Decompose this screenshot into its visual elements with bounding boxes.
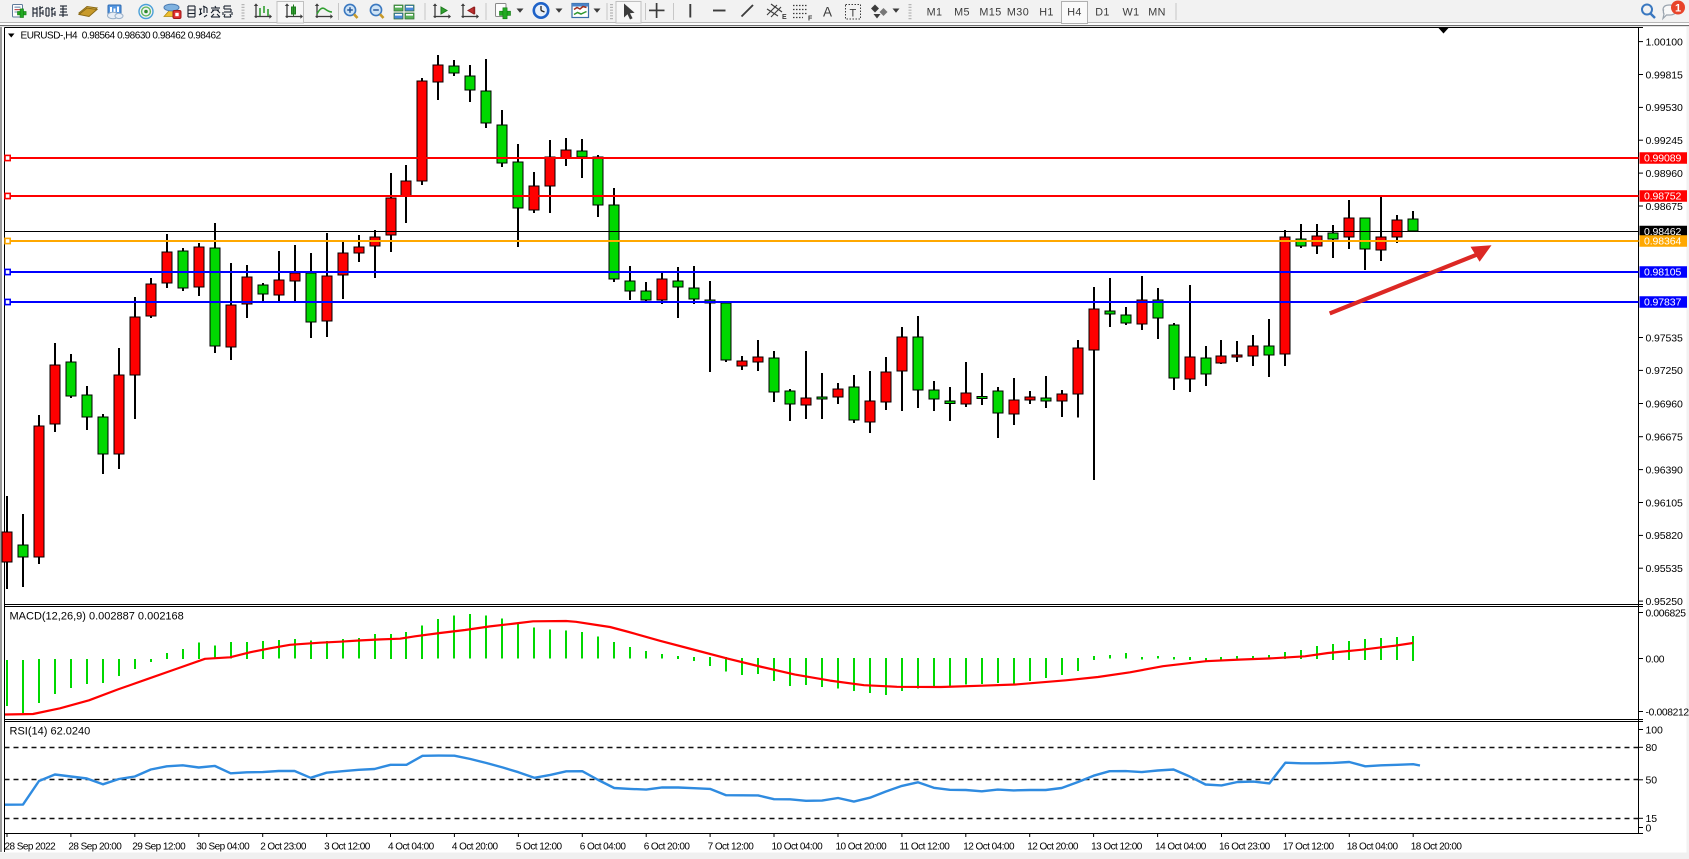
svg-text:0.98105: 0.98105 [1644, 267, 1682, 279]
svg-text:0.99089: 0.99089 [1644, 153, 1682, 165]
svg-text:4 Oct 20:00: 4 Oct 20:00 [452, 842, 499, 853]
svg-text:29 Sep 12:00: 29 Sep 12:00 [132, 842, 186, 853]
svg-text:H1: H1 [1039, 7, 1054, 19]
svg-text:3 Oct 12:00: 3 Oct 12:00 [324, 842, 371, 853]
svg-text:6 Oct 20:00: 6 Oct 20:00 [644, 842, 691, 853]
svg-text:0: 0 [1646, 822, 1652, 834]
svg-text:4 Oct 04:00: 4 Oct 04:00 [388, 842, 435, 853]
svg-text:10 Oct 20:00: 10 Oct 20:00 [836, 842, 888, 853]
svg-text:100: 100 [1646, 724, 1663, 736]
svg-text:6 Oct 04:00: 6 Oct 04:00 [580, 842, 627, 853]
svg-text:30 Sep 04:00: 30 Sep 04:00 [196, 842, 250, 853]
svg-text:0.98960: 0.98960 [1646, 168, 1684, 180]
svg-text:0.97837: 0.97837 [1644, 297, 1682, 309]
svg-text:0.98675: 0.98675 [1646, 201, 1684, 213]
svg-text:0.98752: 0.98752 [1644, 191, 1682, 203]
svg-text:T: T [850, 8, 857, 20]
svg-text:2 Oct 23:00: 2 Oct 23:00 [260, 842, 307, 853]
svg-text:MN: MN [1148, 7, 1166, 19]
svg-text:MACD(12,26,9) 0.002887 0.00216: MACD(12,26,9) 0.002887 0.002168 [10, 611, 184, 623]
svg-text:12 Oct 20:00: 12 Oct 20:00 [1027, 842, 1079, 853]
svg-text:1: 1 [1675, 3, 1681, 15]
svg-text:0.95820: 0.95820 [1646, 530, 1684, 542]
svg-text:0.96105: 0.96105 [1646, 497, 1684, 509]
svg-text:W1: W1 [1123, 7, 1140, 19]
svg-text:0.95250: 0.95250 [1646, 596, 1684, 608]
svg-text:14 Oct 04:00: 14 Oct 04:00 [1155, 842, 1207, 853]
svg-text:0.99815: 0.99815 [1646, 69, 1684, 81]
svg-text:12 Oct 04:00: 12 Oct 04:00 [963, 842, 1015, 853]
svg-text:0.99245: 0.99245 [1646, 135, 1684, 147]
svg-text:-0.008212: -0.008212 [1646, 707, 1689, 718]
svg-text:A: A [823, 5, 832, 20]
svg-text:0.00: 0.00 [1646, 654, 1665, 665]
svg-text:17 Oct 12:00: 17 Oct 12:00 [1283, 842, 1335, 853]
svg-text:D1: D1 [1095, 7, 1110, 19]
svg-text:0.99530: 0.99530 [1646, 102, 1684, 114]
svg-text:0.98462: 0.98462 [1644, 226, 1682, 238]
svg-text:16 Oct 23:00: 16 Oct 23:00 [1219, 842, 1271, 853]
svg-text:80: 80 [1646, 742, 1658, 754]
svg-text:0.006825: 0.006825 [1646, 608, 1687, 619]
svg-text:13 Oct 12:00: 13 Oct 12:00 [1091, 842, 1143, 853]
svg-text:RSI(14) 62.0240: RSI(14) 62.0240 [10, 726, 91, 738]
svg-text:M15: M15 [979, 7, 1001, 19]
svg-text:EURUSD-,H4 0.98564 0.98630 0.: EURUSD-,H4 0.98564 0.98630 0.98462 0.984… [21, 31, 222, 42]
svg-text:0.97250: 0.97250 [1646, 365, 1684, 377]
svg-text:E: E [782, 14, 787, 21]
svg-text:F: F [808, 16, 813, 23]
svg-text:M30: M30 [1007, 7, 1029, 19]
svg-text:28 Sep 2022: 28 Sep 2022 [5, 842, 57, 853]
svg-text:0.96960: 0.96960 [1646, 398, 1684, 410]
svg-text:M5: M5 [954, 7, 970, 19]
svg-text:7 Oct 12:00: 7 Oct 12:00 [708, 842, 755, 853]
svg-text:15: 15 [1646, 813, 1658, 825]
svg-text:28 Sep 20:00: 28 Sep 20:00 [68, 842, 122, 853]
svg-text:0.97535: 0.97535 [1646, 332, 1684, 344]
svg-text:18 Oct 20:00: 18 Oct 20:00 [1411, 842, 1463, 853]
svg-text:M1: M1 [927, 7, 943, 19]
svg-text:5 Oct 12:00: 5 Oct 12:00 [516, 842, 563, 853]
svg-text:0.96390: 0.96390 [1646, 464, 1684, 476]
svg-text:1.00100: 1.00100 [1646, 36, 1684, 48]
svg-text:0.98364: 0.98364 [1644, 236, 1682, 248]
svg-text:10 Oct 04:00: 10 Oct 04:00 [772, 842, 824, 853]
svg-text:0.96675: 0.96675 [1646, 432, 1684, 444]
svg-text:0.95535: 0.95535 [1646, 563, 1684, 575]
svg-text:50: 50 [1646, 775, 1658, 787]
svg-text:H4: H4 [1067, 7, 1082, 19]
svg-text:18 Oct 04:00: 18 Oct 04:00 [1347, 842, 1399, 853]
svg-text:11 Oct 12:00: 11 Oct 12:00 [899, 842, 950, 853]
